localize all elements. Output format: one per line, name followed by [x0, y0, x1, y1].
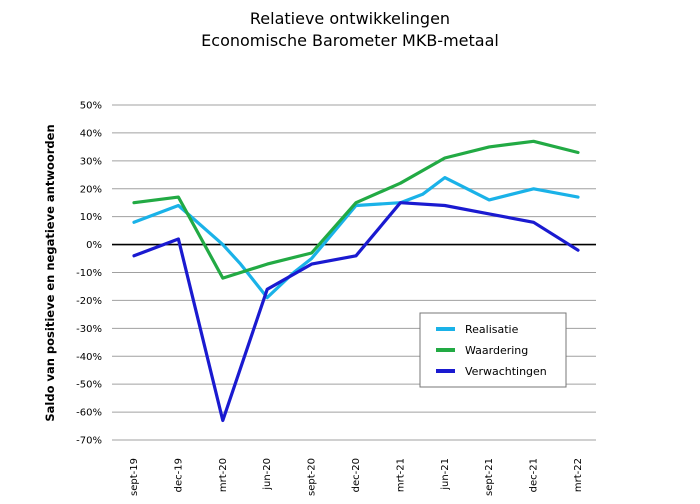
y-tick-label: -40%	[76, 352, 102, 363]
x-tick-label: jun-20	[262, 458, 273, 491]
legend-label: Verwachtingen	[465, 365, 547, 378]
x-tick-label: dec-21	[529, 458, 540, 492]
legend: Realisatie Waardering Verwachtingen	[419, 312, 567, 388]
chart-subtitle: Economische Barometer MKB-metaal	[201, 31, 499, 50]
chart-title: Relatieve ontwikkelingen	[250, 9, 450, 28]
series-line-verwachtingen	[132, 201, 580, 423]
series-line-realisatie	[132, 176, 580, 300]
series-line-waardering	[132, 139, 580, 280]
y-tick-label: -10%	[76, 268, 102, 279]
x-tick-label: dec-19	[173, 458, 184, 492]
y-tick-label: 10%	[80, 212, 102, 223]
y-tick-label: -20%	[76, 296, 102, 307]
x-tick-label: mrt-21	[395, 458, 406, 492]
legend-label: Waardering	[465, 344, 528, 357]
y-tick-label: -60%	[76, 408, 102, 419]
y-tick-label: 40%	[80, 128, 102, 139]
x-tick-label: mrt-22	[573, 458, 584, 492]
x-tick-label: sept-19	[129, 458, 140, 496]
y-tick-label: 30%	[80, 156, 102, 167]
y-tick-label: 50%	[80, 101, 102, 112]
legend-label: Realisatie	[465, 323, 519, 336]
grid	[112, 104, 596, 441]
x-tick-label: dec-20	[351, 458, 362, 492]
y-tick-label: 20%	[80, 184, 102, 195]
x-tick-label: mrt-20	[218, 458, 229, 492]
x-tick-label: sept-21	[484, 458, 495, 496]
x-tick-label: sept-20	[307, 458, 318, 496]
series-lines	[132, 139, 580, 423]
y-tick-label: -30%	[76, 324, 102, 335]
y-tick-label: -50%	[76, 380, 102, 391]
x-axis-ticks: sept-19 dec-19 mrt-20 jun-20 sept-20 dec-20 mr…	[129, 458, 584, 496]
x-tick-label: jun-21	[440, 458, 451, 491]
y-tick-label: 0%	[86, 240, 102, 251]
y-axis-label: Saldo van positieve en negatieve antwoor…	[43, 124, 57, 421]
y-tick-label: -70%	[76, 436, 102, 447]
y-axis-ticks: 50% 40% 30% 20% 10% 0% -10% -20% -30% -40% -50% -60…	[76, 101, 102, 447]
